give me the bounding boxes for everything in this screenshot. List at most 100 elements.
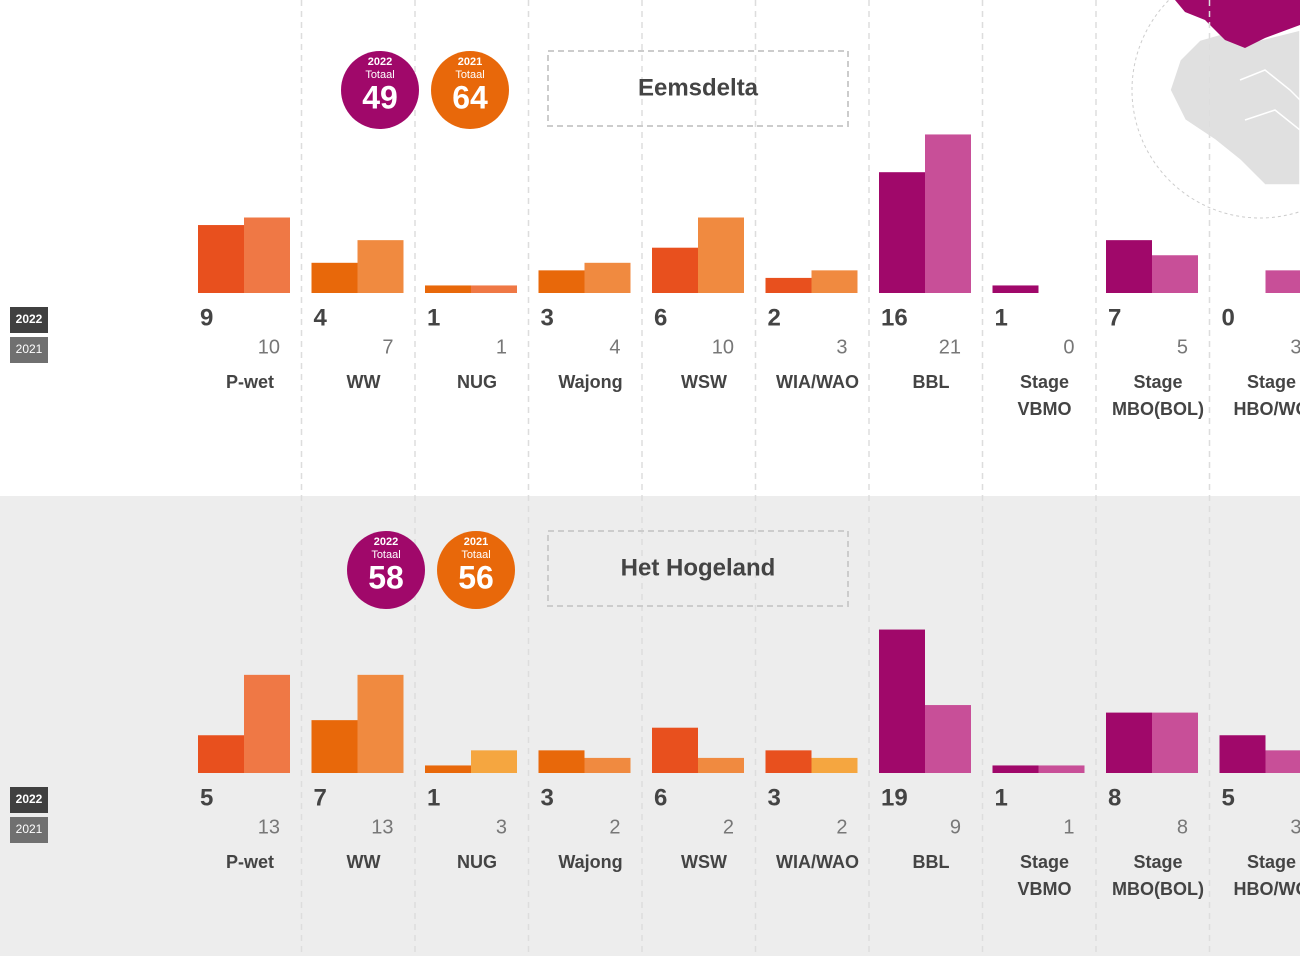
panel-title: Eemsdelta [638, 74, 759, 101]
category-label: Stage MBO(BOL) [1112, 372, 1204, 419]
category-label: BBL [913, 372, 950, 392]
badge-label: Totaal [461, 549, 490, 561]
bar [311, 262, 358, 293]
map [1131, 0, 1300, 219]
bar [357, 674, 404, 773]
value-label-2022: 1 [427, 304, 440, 331]
value-label-2022: 19 [881, 784, 908, 811]
value-label-2021: 2 [836, 816, 847, 838]
bar [652, 247, 698, 293]
value-label-2021: 0 [1063, 336, 1074, 358]
value-label-2022: 1 [427, 784, 440, 811]
bar [992, 285, 1039, 293]
value-label-2021: 2 [723, 816, 734, 838]
bar [992, 765, 1039, 773]
category-label: Stage VBMO [1018, 852, 1072, 899]
value-label-2022: 4 [314, 304, 328, 331]
bar [811, 270, 858, 293]
bar [584, 262, 631, 293]
value-label-2021: 13 [371, 816, 393, 838]
bar [1106, 240, 1152, 293]
bar [357, 240, 404, 293]
legend-swatch [10, 787, 48, 813]
value-label-2022: 0 [1222, 304, 1235, 331]
category-label: WW [347, 372, 381, 392]
bar [698, 217, 744, 293]
value-label-2021: 5 [1177, 336, 1188, 358]
category-label-line: MBO(BOL) [1112, 399, 1204, 419]
value-label-2021: 10 [258, 336, 280, 358]
legend-label: 2021 [16, 822, 43, 836]
bar [925, 705, 971, 773]
value-label-2022: 1 [995, 784, 1008, 811]
value-label-2022: 8 [1108, 784, 1121, 811]
category-label: Stage MBO(BOL) [1112, 852, 1204, 899]
category-label: WW [347, 852, 381, 872]
category-label: Wajong [558, 372, 622, 392]
badge-year: 2021 [464, 536, 488, 548]
bar [1152, 712, 1198, 773]
value-label-2022: 7 [1108, 304, 1121, 331]
bar [698, 757, 744, 773]
bar [471, 285, 517, 293]
category-label: Stage HBO/WO [1234, 852, 1300, 899]
value-label-2021: 9 [950, 816, 961, 838]
bar [538, 750, 585, 773]
category-label-line: Stage [1020, 372, 1069, 392]
category-label: BBL [913, 852, 950, 872]
total-badge [341, 51, 419, 129]
bar [652, 727, 698, 773]
total-badge [347, 531, 425, 609]
value-label-2021: 10 [712, 336, 734, 358]
bar [1106, 712, 1152, 773]
category-label: P-wet [226, 852, 274, 872]
bar [765, 750, 812, 773]
title-box [547, 50, 849, 127]
category-label: Stage VBMO [1018, 372, 1072, 419]
value-label-2021: 7 [382, 336, 393, 358]
value-label-2022: 9 [200, 304, 213, 331]
value-label-2022: 6 [654, 784, 667, 811]
category-label: Wajong [558, 852, 622, 872]
bar [425, 765, 471, 773]
category-label-line: VBMO [1018, 879, 1072, 899]
bar [584, 757, 631, 773]
category-label: Stage HBO/WO [1234, 372, 1300, 419]
value-label-2022: 16 [881, 304, 908, 331]
badge-total: 58 [368, 559, 404, 595]
value-label-2021: 8 [1177, 816, 1188, 838]
bar [425, 285, 471, 293]
bar [538, 270, 585, 293]
bar [198, 225, 244, 293]
value-label-2022: 1 [995, 304, 1008, 331]
bar [471, 750, 517, 773]
value-label-2021: 13 [258, 816, 280, 838]
category-label: WSW [681, 372, 727, 392]
legend-swatch [10, 307, 48, 333]
value-label-2021: 21 [939, 336, 961, 358]
panel-title: Het Hogeland [621, 554, 776, 581]
value-label-2022: 5 [1222, 784, 1235, 811]
category-label-line: HBO/WO [1234, 879, 1300, 899]
legend-swatch [10, 337, 48, 363]
value-label-2022: 7 [314, 784, 327, 811]
value-label-2021: 1 [1063, 816, 1074, 838]
legend-label: 2021 [16, 342, 43, 356]
bar [765, 277, 812, 293]
category-label: WIA/WAO [776, 372, 859, 392]
value-label-2022: 3 [768, 784, 781, 811]
bar [1265, 270, 1300, 293]
badge-year: 2022 [374, 536, 398, 548]
value-label-2022: 5 [200, 784, 213, 811]
bar [879, 172, 925, 293]
bar [1038, 765, 1085, 773]
badge-label: Totaal [371, 549, 400, 561]
bar [1265, 750, 1300, 773]
category-label-line: Stage [1133, 852, 1182, 872]
badge-label: Totaal [365, 69, 394, 81]
category-label-line: Stage [1247, 372, 1296, 392]
bar [311, 720, 358, 773]
badge-year: 2022 [368, 56, 392, 68]
